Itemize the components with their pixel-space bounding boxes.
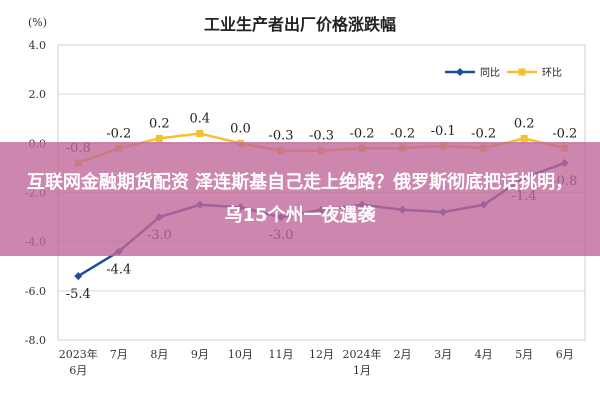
x-tick-label: 2023年 xyxy=(59,347,98,361)
legend-label: 环比 xyxy=(542,67,562,79)
x-axis-ticks: 2023年 6月 7月 8月 9月 10月 11月 12月 2024年 1月 2月 3月 4月 5月 6月 xyxy=(59,347,574,377)
y-tick-label: 4.0 xyxy=(29,39,47,52)
y-tick-label: 2.0 xyxy=(29,88,47,101)
x-tick-label: 10月 xyxy=(228,348,253,361)
mom-data-label: -0.3 xyxy=(309,129,334,144)
x-tick-label: 11月 xyxy=(268,348,293,361)
yoy-data-label: -4.4 xyxy=(106,263,131,278)
overlay-banner[interactable]: 互联网金融期货配资 泽连斯基自己走上绝路？俄罗斯彻底把话挑明，乌15个州一夜遇袭 xyxy=(0,142,600,256)
x-tick-label-line2: 6月 xyxy=(69,364,87,377)
mom-data-label: -0.2 xyxy=(349,126,374,141)
legend-marker-yoy xyxy=(456,68,464,76)
banner-headline[interactable]: 互联网金融期货配资 泽连斯基自己走上绝路？俄罗斯彻底把话挑明，乌15个州一夜遇袭 xyxy=(26,172,574,226)
point-mom xyxy=(196,130,204,137)
y-axis-unit: (%) xyxy=(28,16,47,29)
y-tick-label: -6.0 xyxy=(25,285,46,298)
mom-data-label: 0.4 xyxy=(190,112,211,127)
yoy-data-label: -5.4 xyxy=(66,287,91,302)
x-tick-label: 9月 xyxy=(191,348,209,361)
mom-data-label: -0.2 xyxy=(552,126,577,141)
legend: 同比 环比 xyxy=(445,67,562,79)
mom-data-label: -0.2 xyxy=(390,126,415,141)
chart-title: 工业生产者出厂价格涨跌幅 xyxy=(204,15,396,34)
x-tick-label: 7月 xyxy=(110,348,128,361)
x-tick-label: 8月 xyxy=(150,348,168,361)
x-tick-label: 5月 xyxy=(515,348,533,361)
x-tick-label: 4月 xyxy=(475,348,493,361)
mom-data-label: 0.0 xyxy=(230,121,251,136)
point-mom xyxy=(520,134,528,142)
x-tick-label: 6月 xyxy=(556,348,574,361)
point-mom xyxy=(155,134,163,142)
point-yoy xyxy=(74,272,83,281)
x-tick-label-line2: 1月 xyxy=(353,364,371,377)
mom-data-label: -0.3 xyxy=(268,129,293,144)
mom-data-label: -0.2 xyxy=(106,126,131,141)
mom-data-label: 0.2 xyxy=(514,116,535,131)
y-tick-label: -8.0 xyxy=(25,334,46,347)
legend-marker-mom xyxy=(518,68,526,76)
legend-label: 同比 xyxy=(480,67,500,79)
x-tick-label: 12月 xyxy=(309,348,334,361)
mom-data-label: 0.2 xyxy=(149,116,170,131)
x-tick-label: 2024年 xyxy=(343,347,382,361)
x-tick-label: 2月 xyxy=(394,348,412,361)
x-tick-label: 3月 xyxy=(434,348,452,361)
mom-data-label: -0.2 xyxy=(471,126,496,141)
mom-data-label: -0.1 xyxy=(431,124,456,139)
